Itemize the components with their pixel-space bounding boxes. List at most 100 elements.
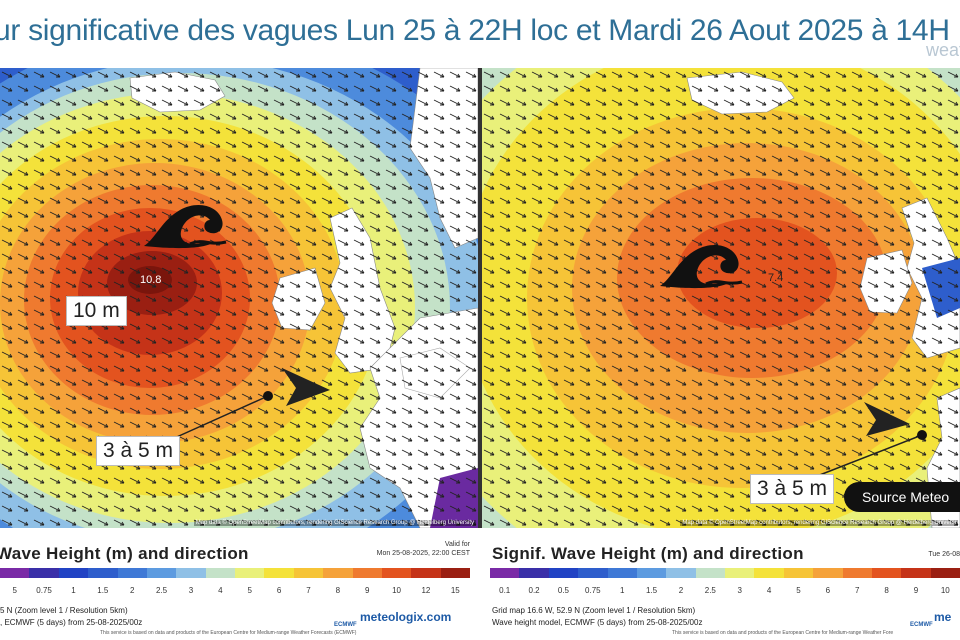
colorbar-tick-label: 4 bbox=[766, 586, 772, 595]
valid-date-left: Valid for Mon 25-08-2025, 22:00 CEST bbox=[377, 540, 470, 558]
ecmwf-logo-left: ECMWF bbox=[334, 622, 357, 628]
colorbar-swatch bbox=[666, 568, 696, 578]
colorbar-swatch bbox=[117, 568, 147, 578]
colorbar-swatch bbox=[381, 568, 412, 578]
colorbar-tick-label: 1.5 bbox=[646, 586, 658, 595]
max-wave-label-right: 7.4 bbox=[768, 272, 784, 284]
colorbar-right bbox=[490, 568, 960, 578]
colorbar-ticks-right: 0.1 0.2 0.5 0.75 1 1.5 2 2.5 3 4 5 6 7 8 9 10 bbox=[490, 586, 960, 596]
ecmwf-logo-right: ECMWF bbox=[910, 622, 933, 628]
colorbar-swatch bbox=[725, 568, 755, 578]
colorbar-swatch bbox=[352, 568, 382, 578]
header-banner: ur significative des vagues Lun 25 à 22H… bbox=[0, 0, 960, 66]
map-attribution-right: Map data © OpenStreetMap contributors, r… bbox=[680, 520, 958, 526]
colorbar-swatch bbox=[205, 568, 235, 578]
colorbar-swatch bbox=[901, 568, 931, 578]
wave-map-left[interactable]: 10.8 10 m 3 à 5 m Map data © OpenStreetM… bbox=[0, 68, 478, 528]
source-badge: Source Meteo bbox=[844, 482, 960, 512]
colorbar-tick-label: 5 bbox=[796, 586, 801, 595]
colorbar-tick-label: 8 bbox=[335, 586, 341, 595]
meteologix-logo-left[interactable]: meteologix.com bbox=[360, 610, 452, 624]
max-wave-label-left: 10.8 bbox=[140, 274, 162, 286]
colorbar-tick-label: 7 bbox=[854, 586, 860, 595]
colorbar-swatch bbox=[871, 568, 902, 578]
colorbar-tick-label: 0.2 bbox=[528, 586, 540, 595]
colorbar-tick-label: 15 bbox=[450, 586, 460, 595]
colorbar-tick-label: 5 bbox=[12, 586, 17, 595]
colorbar-tick-label: 2 bbox=[678, 586, 684, 595]
wave-map-right[interactable]: 7.4 3 à 5 m Map data © OpenStreetMap con… bbox=[482, 68, 960, 528]
annotation-peak-left: 10 m bbox=[66, 296, 127, 326]
colorbar-tick-label: 3 bbox=[737, 586, 742, 595]
big-wave-icon bbox=[144, 205, 227, 249]
colorbar-swatch bbox=[783, 568, 814, 578]
colorbar-swatch bbox=[0, 568, 30, 578]
legend-title-right: Signif. Wave Height (m) and direction bbox=[492, 544, 804, 563]
colorbar-swatch bbox=[930, 568, 960, 578]
colorbar-tick-label: 1.5 bbox=[97, 586, 109, 595]
valid-date-right: Tue 26-08 bbox=[928, 551, 960, 558]
disclaimer-left: This service is based on data and produc… bbox=[100, 630, 357, 636]
colorbar-ticks-left: 5 0.75 1 1.5 2 2.5 3 4 5 6 7 8 9 10 12 15 bbox=[0, 586, 470, 596]
colorbar-tick-label: 4 bbox=[218, 586, 223, 595]
colorbar-swatch bbox=[146, 568, 177, 578]
valid-for-label: Valid for bbox=[444, 541, 470, 548]
colorbar-tick-label: 2.5 bbox=[704, 586, 716, 595]
colorbar-tick-label: 0.5 bbox=[557, 586, 569, 595]
colorbar-swatch bbox=[29, 568, 59, 578]
colorbar-swatch bbox=[88, 568, 118, 578]
colorbar-swatch bbox=[842, 568, 872, 578]
colorbar-swatch bbox=[607, 568, 637, 578]
colorbar-tick-label: 7 bbox=[306, 586, 311, 595]
colorbar-swatch bbox=[490, 568, 520, 578]
legend-left: Wave Height (m) and direction Valid for … bbox=[0, 528, 478, 640]
colorbar-tick-label: 6 bbox=[825, 586, 831, 595]
colorbar-tick-label: 0.75 bbox=[36, 586, 52, 595]
colorbar-swatch bbox=[323, 568, 353, 578]
valid-date-value: Mon 25-08-2025, 22:00 CEST bbox=[376, 550, 470, 557]
map-attribution-left: Map data © OpenStreetMap contributors, r… bbox=[193, 520, 476, 526]
colorbar-tick-label: 0.75 bbox=[585, 586, 601, 595]
grid-info-right: Grid map 16.6 W, 52.9 N (Zoom level 1 / … bbox=[492, 606, 696, 615]
colorbar-swatch bbox=[578, 568, 608, 578]
big-wave-icon bbox=[660, 245, 743, 289]
colorbar-tick-label: 10 bbox=[392, 586, 402, 595]
legend-title-left: Wave Height (m) and direction bbox=[0, 544, 249, 563]
colorbar-tick-label: 6 bbox=[276, 586, 282, 595]
model-info-left: , ECMWF (5 days) from 25-08-2025/00z bbox=[0, 618, 143, 627]
colorbar-swatch bbox=[440, 568, 470, 578]
colorbar-tick-label: 1 bbox=[71, 586, 76, 595]
colorbar-tick-label: 1 bbox=[619, 586, 625, 595]
colorbar-swatch bbox=[636, 568, 667, 578]
map-divider bbox=[478, 68, 482, 528]
grid-info-left: 5 N (Zoom level 1 / Resolution 5km) bbox=[0, 606, 128, 615]
colorbar-swatch bbox=[293, 568, 324, 578]
colorbar-tick-label: 10 bbox=[940, 586, 950, 595]
colorbar-swatch bbox=[235, 568, 265, 578]
colorbar-swatch bbox=[754, 568, 784, 578]
colorbar-left bbox=[0, 568, 470, 578]
colorbar-swatch bbox=[519, 568, 549, 578]
colorbar-swatch bbox=[813, 568, 843, 578]
colorbar-tick-label: 9 bbox=[364, 586, 370, 595]
colorbar-swatch bbox=[264, 568, 294, 578]
wave-field-left bbox=[0, 68, 478, 528]
colorbar-swatch bbox=[411, 568, 441, 578]
brand-logo-text: weat bbox=[925, 40, 960, 60]
colorbar-swatch bbox=[695, 568, 725, 578]
legend-right: Signif. Wave Height (m) and direction Tu… bbox=[482, 528, 960, 640]
annotation-coast-right: 3 à 5 m bbox=[750, 474, 835, 504]
model-info-right: Wave height model, ECMWF (5 days) from 2… bbox=[492, 618, 703, 627]
page-title: ur significative des vagues Lun 25 à 22H… bbox=[0, 14, 960, 47]
colorbar-tick-label: 12 bbox=[421, 586, 431, 595]
disclaimer-right: This service is based on data and produc… bbox=[672, 630, 894, 636]
colorbar-tick-label: 5 bbox=[247, 586, 252, 595]
colorbar-tick-label: 8 bbox=[884, 586, 889, 595]
colorbar-swatch bbox=[58, 568, 89, 578]
colorbar-tick-label: 2.5 bbox=[156, 586, 168, 595]
wave-field-right bbox=[482, 68, 960, 528]
colorbar-tick-label: 3 bbox=[188, 586, 194, 595]
colorbar-tick-label: 9 bbox=[913, 586, 919, 595]
colorbar-tick-label: 0.1 bbox=[499, 586, 511, 595]
meteologix-logo-right[interactable]: me bbox=[934, 610, 952, 624]
